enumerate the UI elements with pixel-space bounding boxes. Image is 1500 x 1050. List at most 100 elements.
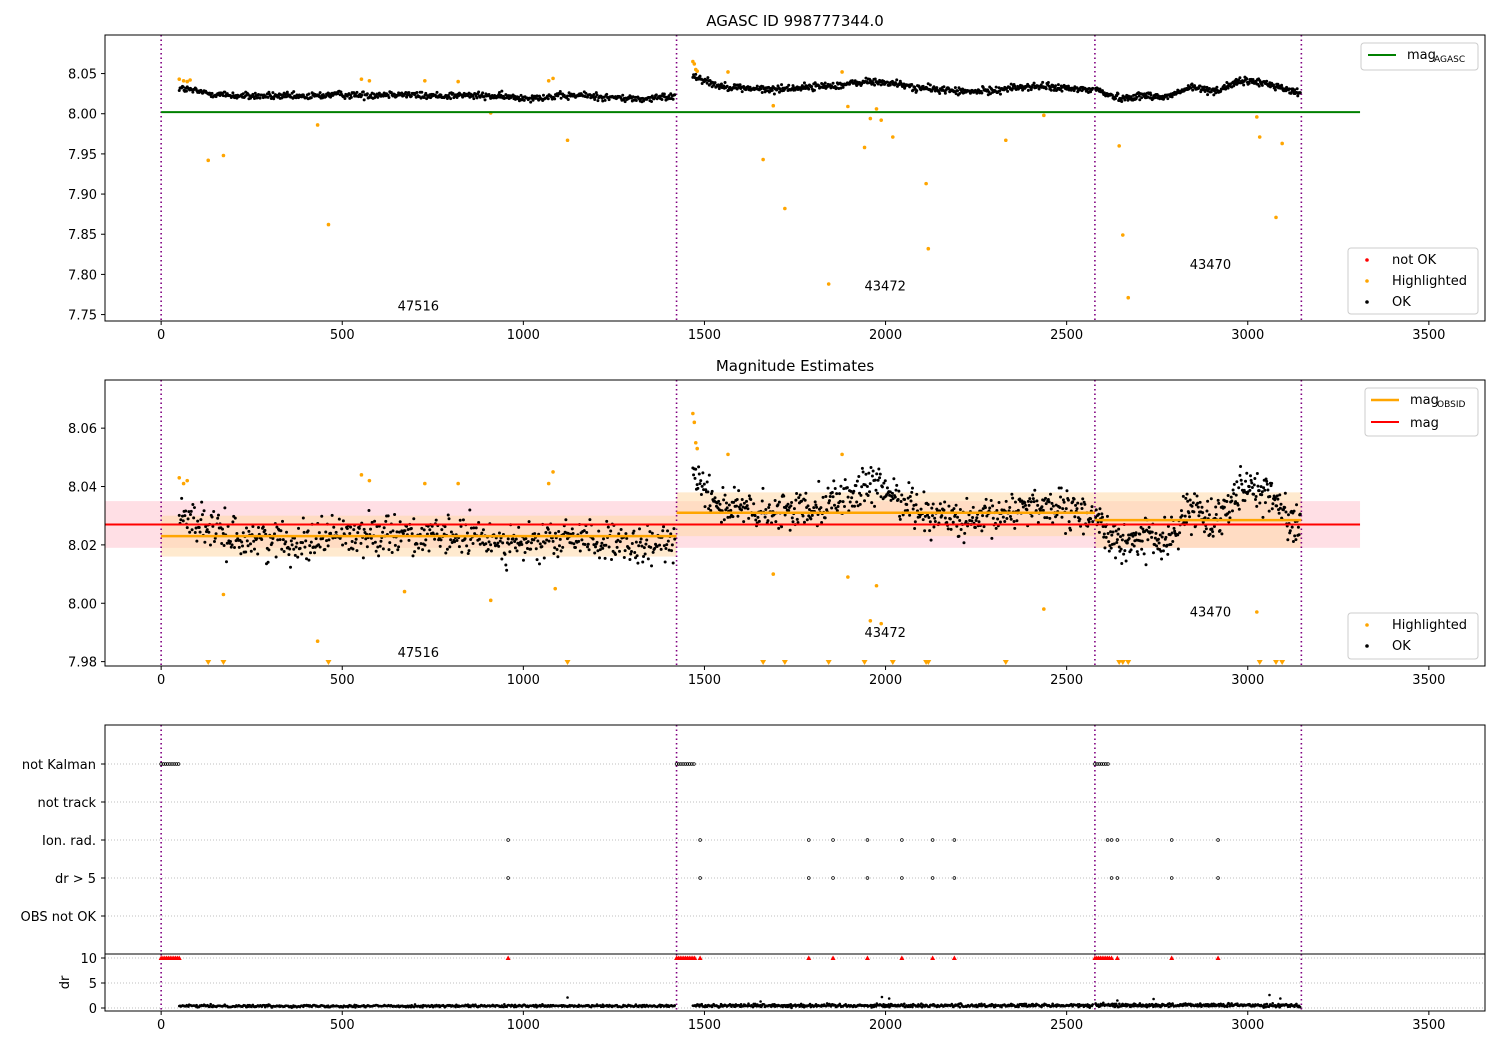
- ok-point: [577, 539, 581, 543]
- ok-point: [701, 471, 705, 475]
- dr-axis-label: dr: [58, 975, 73, 989]
- ok-point: [1218, 528, 1222, 532]
- ok-point: [1111, 530, 1115, 534]
- ok-point: [399, 539, 403, 543]
- x-tick-label: 1500: [688, 328, 721, 343]
- ok-point: [854, 484, 858, 488]
- highlighted-point: [367, 78, 372, 83]
- dr-point: [825, 1004, 828, 1008]
- ok-point: [382, 526, 386, 530]
- ok-point: [301, 516, 305, 520]
- ok-point: [1278, 506, 1282, 510]
- ok-point: [213, 536, 217, 540]
- ok-point: [1008, 506, 1012, 510]
- ok-point: [1166, 524, 1170, 528]
- obsid-label: 47516: [398, 300, 439, 315]
- ok-point: [858, 502, 862, 506]
- ok-point: [790, 516, 794, 520]
- ok-point: [357, 526, 361, 530]
- ok-point: [1244, 479, 1248, 483]
- ok-point: [212, 539, 216, 543]
- ok-point: [919, 507, 923, 511]
- ok-point: [229, 545, 233, 549]
- highlighted-point: [367, 478, 372, 483]
- ok-point: [210, 91, 214, 95]
- ok-point: [407, 91, 411, 95]
- ok-point: [1051, 504, 1055, 508]
- ok-point: [736, 514, 740, 518]
- ok-point: [791, 84, 795, 88]
- ok-point: [740, 498, 744, 502]
- highlighted-point: [783, 206, 787, 211]
- flag-point: [865, 838, 870, 842]
- ok-point: [572, 542, 576, 546]
- ok-point: [1039, 509, 1043, 513]
- ok-point: [747, 516, 751, 520]
- ok-point: [814, 503, 818, 507]
- ok-point: [200, 513, 204, 517]
- ok-point: [834, 506, 838, 510]
- ok-point: [659, 547, 663, 551]
- highlighted-point: [315, 123, 320, 127]
- ok-point: [593, 551, 597, 555]
- clipped-low-marker: [781, 660, 788, 665]
- ok-point: [651, 550, 655, 554]
- flag-point: [172, 762, 176, 766]
- y-tick-label: 7.98: [68, 656, 97, 671]
- ok-point: [1296, 525, 1300, 529]
- ok-point: [553, 546, 557, 550]
- ok-point: [465, 544, 469, 548]
- ok-point: [1142, 552, 1146, 556]
- ok-point: [527, 520, 531, 524]
- x-tick-label: 3500: [1412, 673, 1445, 688]
- ok-point: [309, 540, 313, 544]
- ok-point: [719, 82, 723, 86]
- legend-label: Highlighted: [1392, 274, 1467, 289]
- ok-point: [956, 515, 960, 519]
- ok-point: [472, 526, 476, 530]
- ok-point: [1252, 492, 1256, 496]
- ok-point: [301, 541, 305, 545]
- ok-point: [593, 98, 597, 102]
- ok-point: [1277, 511, 1281, 515]
- x-tick-label: 0: [157, 673, 165, 688]
- ok-point: [878, 472, 882, 476]
- dr-point: [1265, 1002, 1269, 1006]
- dr-point: [1298, 1005, 1302, 1009]
- ok-point: [1064, 507, 1068, 511]
- ok-point: [747, 494, 751, 498]
- ok-point: [412, 517, 416, 521]
- flag-point: [831, 838, 835, 842]
- ok-point: [258, 96, 262, 100]
- ok-point: [618, 549, 622, 553]
- ok-point: [935, 86, 939, 90]
- ok-point: [1114, 556, 1118, 560]
- ok-point: [240, 544, 244, 548]
- ok-point: [420, 90, 424, 94]
- ok-point: [1009, 517, 1013, 521]
- ok-point: [475, 96, 479, 100]
- ok-point: [397, 530, 401, 534]
- ok-point: [1258, 501, 1262, 505]
- ok-point: [843, 478, 847, 482]
- ok-point: [1183, 514, 1187, 518]
- ok-point: [831, 81, 835, 85]
- ok-point: [1196, 501, 1200, 505]
- ok-point: [263, 528, 267, 532]
- ok-point: [1138, 98, 1142, 102]
- ok-point: [708, 504, 712, 508]
- x-tick-label: 1500: [688, 1018, 721, 1033]
- ok-point: [231, 91, 235, 95]
- ok-point: [506, 537, 510, 541]
- highlighted-point: [402, 589, 407, 594]
- flag-point: [807, 876, 811, 880]
- ok-point: [379, 539, 383, 543]
- legend-box: [1347, 247, 1479, 315]
- ok-point: [525, 546, 529, 550]
- ok-point: [458, 518, 462, 522]
- ok-point: [1117, 527, 1121, 531]
- ok-point: [1286, 538, 1290, 542]
- highlighted-point: [423, 481, 427, 486]
- ok-point: [353, 541, 357, 545]
